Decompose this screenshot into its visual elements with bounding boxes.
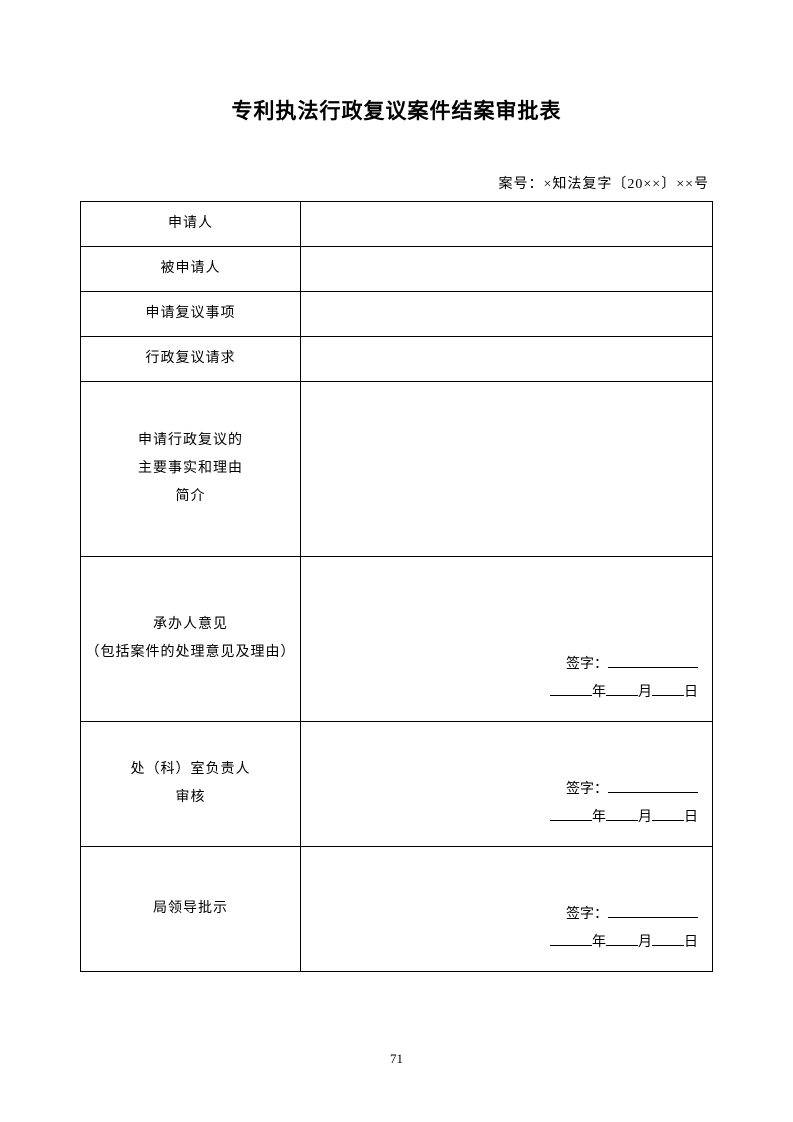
month-label: 月 (638, 935, 652, 950)
table-row: 行政复议请求 (81, 337, 713, 382)
year-underline (550, 932, 592, 946)
facts-label-line2: 主要事实和理由 (138, 461, 243, 476)
form-title: 专利执法行政复议案件结案审批表 (80, 95, 713, 125)
handler-label-line2: （包括案件的处理意见及理由） (86, 645, 296, 660)
review-matters-value (301, 292, 713, 337)
review-request-label: 行政复议请求 (81, 337, 301, 382)
month-label: 月 (638, 810, 652, 825)
signature-block: 签字： 年 月 日 (550, 901, 698, 957)
table-row: 承办人意见 （包括案件的处理意见及理由） 签字： 年 月 日 (81, 557, 713, 722)
date-line: 年月日 (550, 804, 698, 832)
date-line: 年月日 (550, 929, 698, 957)
year-underline (550, 682, 592, 696)
leader-approval-value: 签字： 年 月 日 (301, 847, 713, 972)
sign-underline (608, 654, 698, 668)
sign-label: 签字： (566, 657, 608, 672)
table-row: 局领导批示 签字： 年 月 日 (81, 847, 713, 972)
month-underline (606, 682, 638, 696)
handler-opinion-label: 承办人意见 （包括案件的处理意见及理由） (81, 557, 301, 722)
month-underline (606, 807, 638, 821)
sign-underline (608, 904, 698, 918)
leader-approval-label: 局领导批示 (81, 847, 301, 972)
review-matters-label: 申请复议事项 (81, 292, 301, 337)
respondent-value (301, 247, 713, 292)
sign-underline (608, 779, 698, 793)
respondent-label: 被申请人 (81, 247, 301, 292)
applicant-value (301, 202, 713, 247)
month-underline (606, 932, 638, 946)
case-number: 案号：×知法复字〔20××〕××号 (80, 173, 713, 193)
signature-block: 签字： 年 月 日 (550, 776, 698, 832)
signature-line: 签字： (550, 901, 698, 929)
table-row: 申请行政复议的 主要事实和理由 简介 (81, 382, 713, 557)
dept-review-label: 处（科）室负责人 审核 (81, 722, 301, 847)
review-request-value (301, 337, 713, 382)
table-row: 申请人 (81, 202, 713, 247)
table-row: 处（科）室负责人 审核 签字： 年 月 日 (81, 722, 713, 847)
signature-block: 签字： 年 月 日 (550, 651, 698, 707)
handler-label-line1: 承办人意见 (153, 617, 228, 632)
facts-label-line1: 申请行政复议的 (138, 433, 243, 448)
page-number: 71 (0, 1051, 793, 1067)
day-underline (652, 807, 684, 821)
sign-label: 签字： (566, 907, 608, 922)
dept-label-line2: 审核 (176, 790, 206, 805)
day-underline (652, 932, 684, 946)
year-label: 年 (592, 935, 606, 950)
year-label: 年 (592, 685, 606, 700)
year-underline (550, 807, 592, 821)
facts-reasons-value (301, 382, 713, 557)
table-row: 申请复议事项 (81, 292, 713, 337)
approval-form-table: 申请人 被申请人 申请复议事项 行政复议请求 申请行政复议的 主要事实和理由 简… (80, 201, 713, 972)
dept-review-value: 签字： 年 月 日 (301, 722, 713, 847)
table-row: 被申请人 (81, 247, 713, 292)
date-line: 年月日 (550, 679, 698, 707)
day-label: 日 (684, 685, 698, 700)
handler-opinion-value: 签字： 年 月 日 (301, 557, 713, 722)
applicant-label: 申请人 (81, 202, 301, 247)
day-label: 日 (684, 810, 698, 825)
sign-label: 签字： (566, 782, 608, 797)
month-label: 月 (638, 685, 652, 700)
day-underline (652, 682, 684, 696)
day-label: 日 (684, 935, 698, 950)
year-label: 年 (592, 810, 606, 825)
facts-label-line3: 简介 (176, 489, 206, 504)
signature-line: 签字： (550, 776, 698, 804)
facts-reasons-label: 申请行政复议的 主要事实和理由 简介 (81, 382, 301, 557)
signature-line: 签字： (550, 651, 698, 679)
dept-label-line1: 处（科）室负责人 (131, 762, 251, 777)
